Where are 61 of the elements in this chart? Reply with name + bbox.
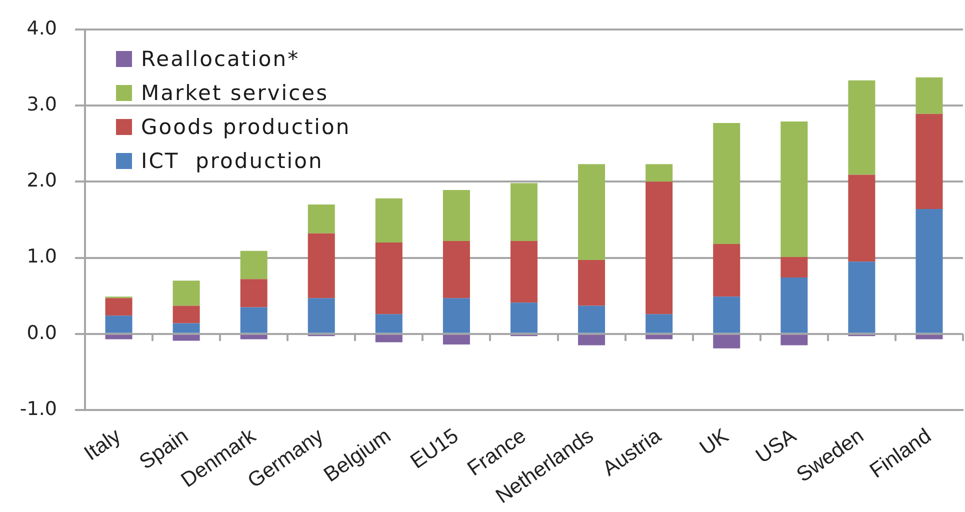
bar	[713, 296, 740, 333]
bar	[646, 164, 673, 182]
x-tick-label: UK	[696, 424, 733, 460]
bar	[510, 183, 538, 242]
bar	[375, 334, 402, 342]
bar	[172, 334, 200, 341]
bar	[848, 174, 876, 262]
bar	[578, 260, 606, 306]
bar	[442, 334, 470, 345]
y-tick-label: 2.0	[26, 170, 57, 192]
bar	[578, 306, 606, 333]
y-tick-label: 0.0	[26, 322, 57, 344]
bar	[780, 334, 808, 346]
bar	[780, 278, 808, 333]
bar	[848, 262, 876, 333]
legend-label: Market services	[141, 81, 329, 106]
bar	[578, 164, 606, 260]
legend-label: ICT production	[141, 149, 324, 174]
legend-label: Goods production	[141, 115, 351, 140]
bar	[240, 279, 268, 308]
bar	[172, 280, 200, 306]
bar	[646, 182, 673, 314]
bar	[780, 257, 808, 278]
bar	[172, 306, 200, 324]
bar	[713, 244, 740, 297]
bar	[308, 298, 335, 333]
bar	[442, 298, 470, 333]
bar	[510, 241, 538, 303]
bar	[105, 316, 132, 333]
y-tick-label: 1.0	[26, 246, 57, 268]
bar	[172, 323, 200, 333]
bar	[713, 123, 740, 244]
bar	[916, 209, 943, 333]
bar	[442, 241, 470, 298]
bar	[713, 334, 740, 348]
bar	[916, 114, 943, 210]
bar	[105, 298, 132, 316]
bar	[916, 334, 943, 340]
bar	[375, 242, 402, 314]
bar	[240, 334, 268, 340]
x-tick-label: Italy	[80, 424, 126, 466]
x-tick-label: USA	[752, 424, 800, 468]
bar	[780, 122, 808, 257]
y-tick-label: 4.0	[26, 17, 57, 40]
bar	[105, 334, 132, 340]
bar	[308, 204, 335, 234]
legend-label: Reallocation*	[141, 47, 300, 72]
bar	[375, 198, 402, 243]
bar	[375, 314, 402, 333]
bar	[240, 250, 268, 280]
bar	[510, 302, 538, 333]
bar	[848, 80, 876, 175]
bar	[442, 190, 470, 242]
bar	[916, 77, 943, 114]
bar	[240, 307, 268, 333]
bar	[578, 334, 606, 346]
y-tick-label: -1.0	[20, 398, 57, 420]
y-tick-label: 3.0	[26, 93, 57, 116]
bar	[646, 334, 673, 340]
bar	[646, 314, 673, 333]
bar	[308, 233, 335, 298]
